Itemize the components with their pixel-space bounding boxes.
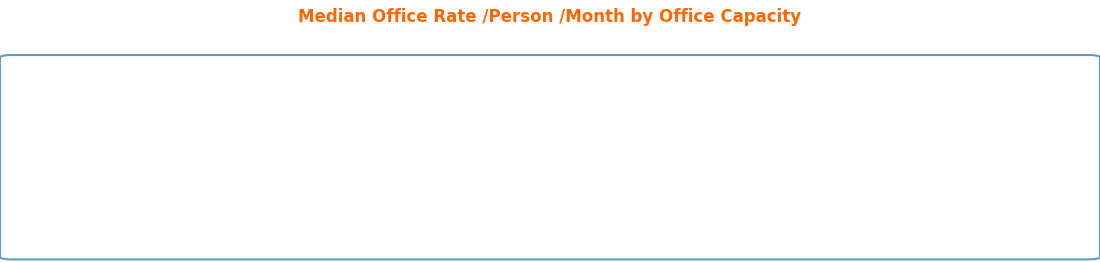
Bar <box>623 121 706 223</box>
Text: Median Office Rate /Person /Month by Office Capacity: Median Office Rate /Person /Month by Off… <box>298 8 802 26</box>
Text: £729: £729 <box>981 112 1020 126</box>
Bar <box>959 108 1043 223</box>
Bar <box>286 125 370 223</box>
Text: £618: £618 <box>309 129 348 144</box>
Text: £666: £666 <box>477 122 516 136</box>
Bar <box>454 118 538 223</box>
Bar <box>791 121 874 223</box>
Bar <box>118 121 201 223</box>
Text: £650: £650 <box>813 124 851 139</box>
Text: £650: £650 <box>141 124 179 139</box>
Text: £650: £650 <box>645 124 684 139</box>
